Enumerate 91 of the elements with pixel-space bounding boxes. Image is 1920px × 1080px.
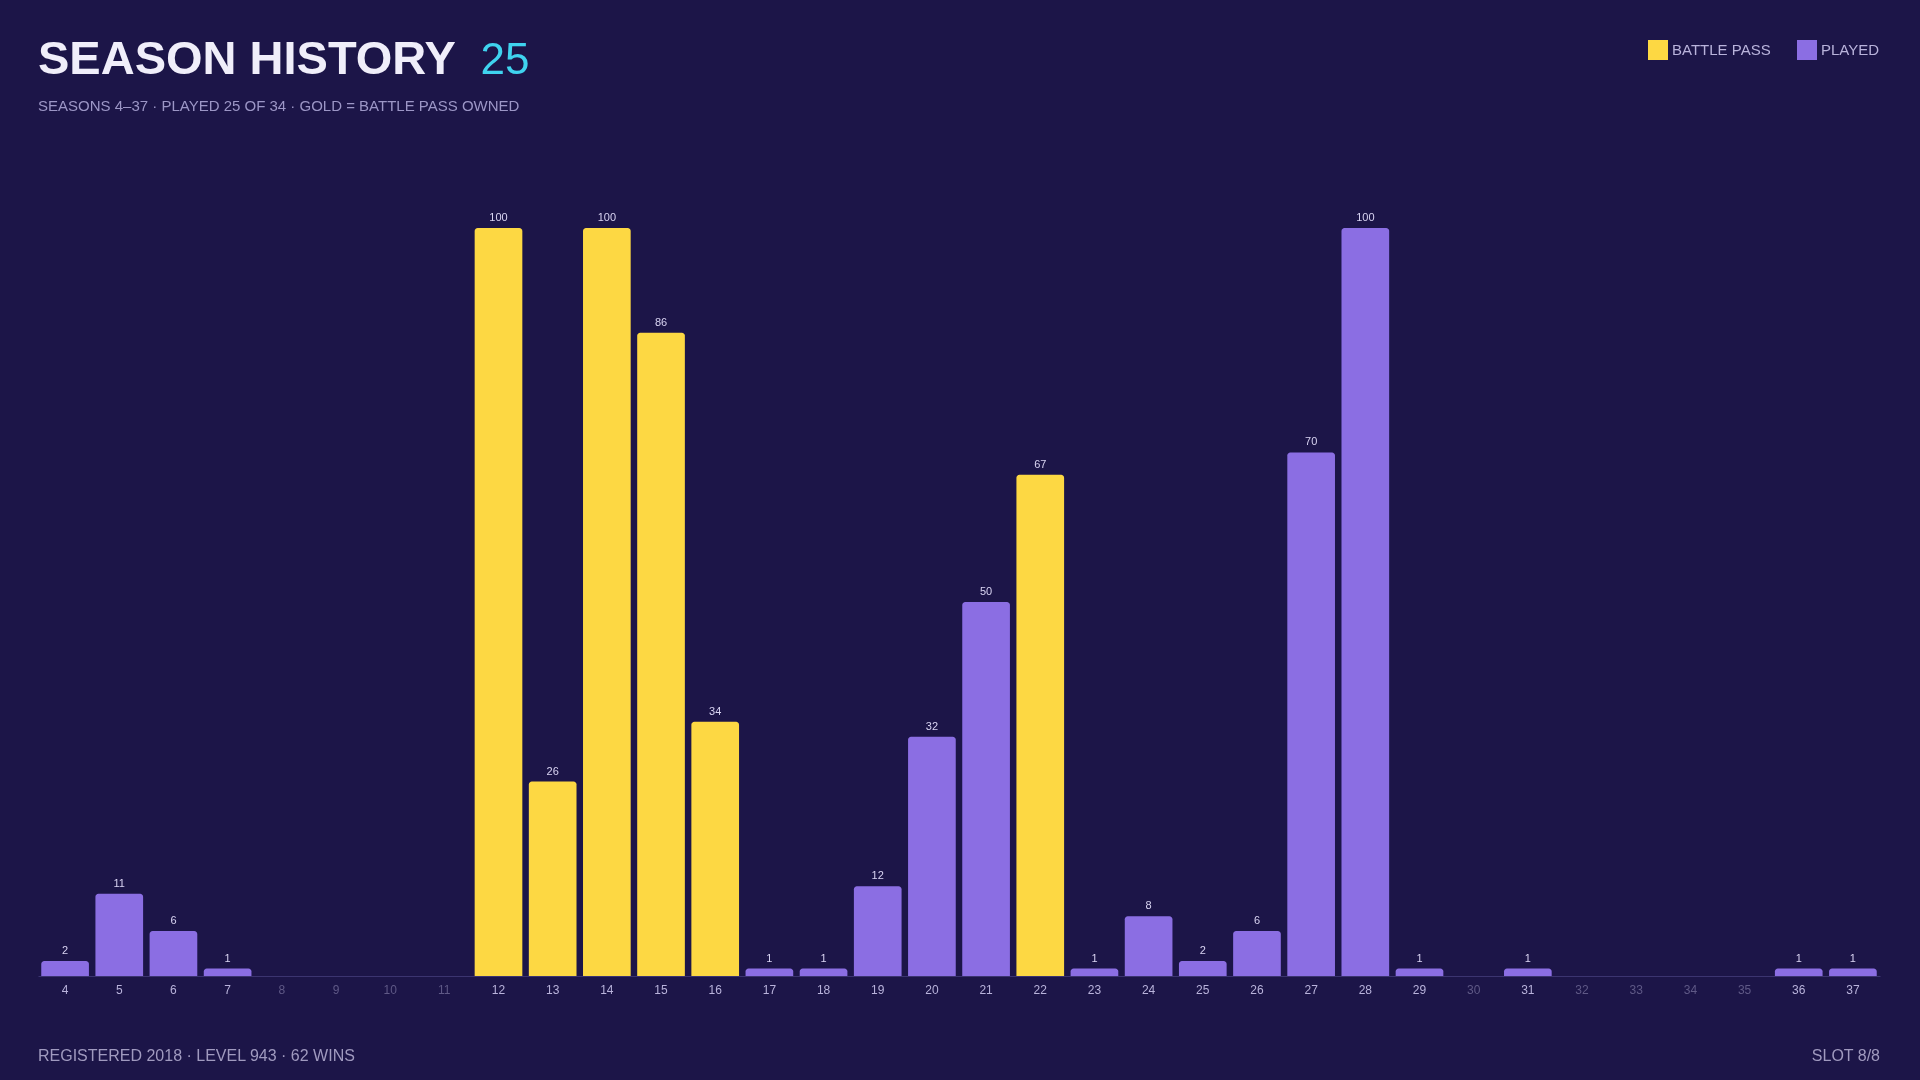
bar xyxy=(583,228,631,976)
x-tick-label: 18 xyxy=(816,982,831,997)
x-tick-label: 24 xyxy=(1141,982,1156,997)
data-label: 1 xyxy=(1416,951,1423,964)
x-tick-label: 29 xyxy=(1412,982,1427,997)
bar xyxy=(1016,474,1065,976)
data-label: 86 xyxy=(654,315,668,328)
bar xyxy=(1124,916,1173,976)
bar xyxy=(149,931,198,976)
data-label: 2 xyxy=(1199,944,1206,957)
x-tick-label: 7 xyxy=(224,982,232,997)
x-tick-label: 10 xyxy=(383,982,398,997)
x-tick-label: 8 xyxy=(278,982,286,997)
x-tick-label: 14 xyxy=(600,982,614,997)
data-label: 1 xyxy=(1091,951,1098,964)
bar xyxy=(1341,228,1390,976)
x-tick-label: 15 xyxy=(654,982,669,997)
x-tick-label: 33 xyxy=(1629,982,1644,997)
bar xyxy=(637,332,685,976)
bar xyxy=(1829,968,1877,976)
data-label: 100 xyxy=(597,211,617,223)
bar xyxy=(1287,452,1335,976)
x-tick-label: 6 xyxy=(170,982,178,997)
data-label: 6 xyxy=(1253,914,1261,927)
legend-label: PLAYED xyxy=(1821,41,1880,58)
bar xyxy=(691,721,740,976)
x-tick-label: 4 xyxy=(61,982,69,997)
x-tick-label: 9 xyxy=(332,982,340,997)
data-label: 1 xyxy=(1795,951,1802,964)
x-tick-label: 11 xyxy=(438,982,451,997)
x-tick-label: 32 xyxy=(1575,982,1590,997)
x-tick-label: 5 xyxy=(115,982,123,997)
x-tick-label: 16 xyxy=(708,982,723,997)
text: REGISTERED 2018 · LEVEL 943 · 62 WINS xyxy=(38,1047,355,1064)
chart-title: SEASON HISTORY xyxy=(38,31,456,84)
data-label: 34 xyxy=(709,704,722,717)
x-tick-label: 13 xyxy=(546,982,560,997)
x-tick-label: 12 xyxy=(491,982,506,997)
data-label: 67 xyxy=(1034,457,1047,470)
text: SLOT 8/8 xyxy=(1811,1047,1881,1064)
x-tick-label: 36 xyxy=(1792,982,1806,997)
bar xyxy=(41,961,89,976)
x-tick-label: 27 xyxy=(1304,982,1319,997)
x-tick-label: 22 xyxy=(1033,982,1048,997)
bar xyxy=(745,968,794,976)
x-tick-label: 37 xyxy=(1846,982,1860,997)
data-label: 1 xyxy=(1524,951,1531,964)
bar xyxy=(203,968,252,976)
bar xyxy=(908,736,956,976)
x-tick-label: 35 xyxy=(1737,982,1752,997)
data-label: 8 xyxy=(1145,899,1152,912)
data-label: 1 xyxy=(1849,951,1856,964)
data-label: 100 xyxy=(1356,211,1375,223)
bar xyxy=(1504,968,1552,976)
bar xyxy=(528,781,577,976)
bar xyxy=(1774,968,1823,976)
x-tick-label: 25 xyxy=(1196,982,1210,997)
x-tick-label: 19 xyxy=(871,982,885,997)
x-tick-label: 34 xyxy=(1683,982,1698,997)
x-tick-label: 30 xyxy=(1467,982,1481,997)
chart-subtitle: SEASONS 4–37 · PLAYED 25 OF 34 · GOLD = BATTLE PASS OWNED xyxy=(38,97,520,114)
bar xyxy=(853,886,902,976)
bar xyxy=(1070,968,1119,976)
data-label: 12 xyxy=(871,869,884,882)
bar xyxy=(1395,968,1444,976)
bar xyxy=(95,893,144,976)
text: 25 xyxy=(480,34,530,83)
x-tick-label: 17 xyxy=(762,982,777,997)
x-tick-label: 31 xyxy=(1521,982,1535,997)
x-tick-label: 20 xyxy=(925,982,939,997)
bar xyxy=(474,228,523,976)
data-label: 11 xyxy=(113,876,125,889)
bar xyxy=(799,968,848,976)
data-label: 1 xyxy=(224,951,231,964)
data-label: 2 xyxy=(62,944,69,957)
data-label: 1 xyxy=(766,951,773,964)
x-tick-label: 23 xyxy=(1087,982,1102,997)
legend-label: BATTLE PASS xyxy=(1672,41,1771,58)
bar xyxy=(962,602,1010,976)
bar xyxy=(1178,961,1227,976)
data-label: 50 xyxy=(979,585,993,597)
x-tick-label: 28 xyxy=(1358,982,1373,997)
x-tick-label: 26 xyxy=(1250,982,1264,997)
data-label: 26 xyxy=(546,764,559,777)
data-label: 100 xyxy=(489,211,508,223)
data-label: 32 xyxy=(925,719,939,732)
data-label: 6 xyxy=(170,914,177,927)
x-tick-label: 21 xyxy=(979,982,994,997)
data-label: 70 xyxy=(1305,435,1318,448)
data-label: 1 xyxy=(820,951,827,964)
bar xyxy=(1233,931,1281,976)
